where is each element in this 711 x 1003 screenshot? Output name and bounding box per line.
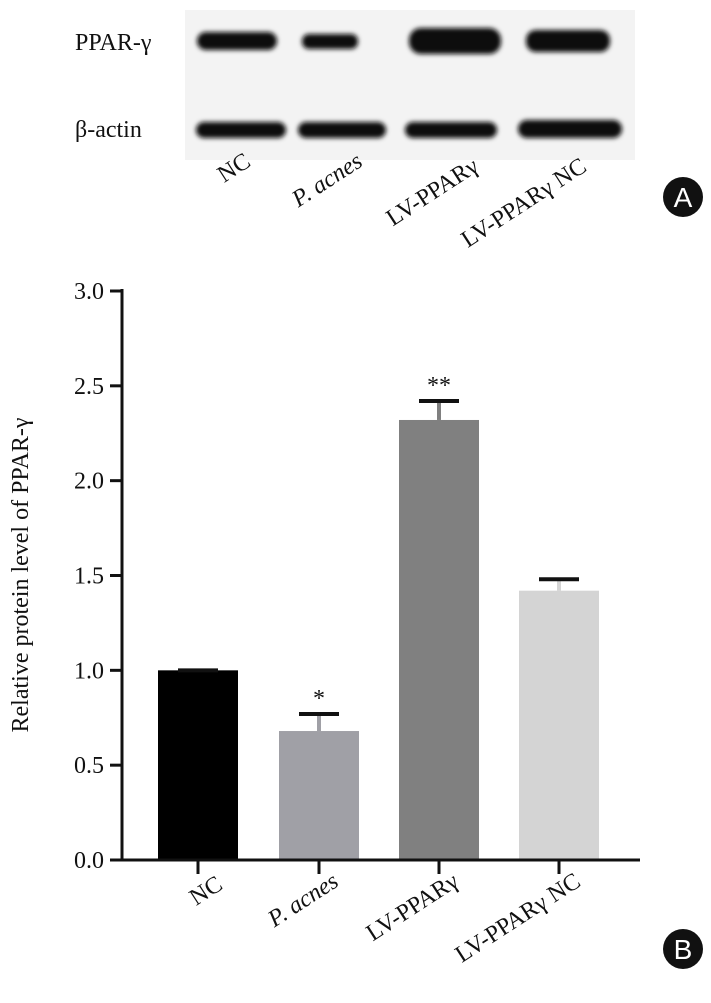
bar	[519, 590, 599, 860]
x-tick-label: LV-PPARγ	[362, 868, 464, 947]
band	[302, 34, 358, 49]
band	[196, 122, 286, 138]
y-tick-label: 2.0	[74, 469, 104, 495]
y-tick-label: 0.5	[74, 753, 104, 779]
x-tick-label: NC	[185, 871, 227, 911]
band	[197, 32, 277, 50]
bar	[399, 419, 479, 860]
blot-row-label: β-actin	[75, 117, 142, 143]
band	[405, 122, 497, 138]
y-tick-label: 0.0	[74, 848, 104, 874]
x-tick-label: P. acnes	[263, 868, 344, 933]
x-tick-label: LV-PPARγ NC	[451, 868, 585, 968]
blot-row-label: PPAR-γ	[75, 30, 152, 56]
panel-letter: A	[674, 182, 693, 213]
panel-badge	[663, 177, 703, 217]
y-tick-label: 2.5	[74, 374, 104, 400]
blot-bands	[196, 28, 622, 138]
y-axis-label: Relative protein level of PPAR-γ	[8, 417, 34, 732]
blot-lane-label: LV-PPARγ	[382, 153, 484, 232]
band	[518, 120, 622, 138]
bar	[158, 670, 238, 860]
significance-label: **	[427, 373, 451, 399]
bar	[279, 731, 359, 860]
panel-badge	[663, 929, 703, 969]
y-tick-label: 1.5	[74, 564, 104, 590]
y-tick-label: 1.0	[74, 658, 104, 684]
y-tick-label: 3.0	[74, 279, 104, 305]
band	[298, 122, 386, 138]
panel-letter: B	[674, 934, 693, 965]
band	[409, 28, 501, 54]
significance-label: *	[313, 686, 325, 712]
band	[526, 30, 610, 52]
